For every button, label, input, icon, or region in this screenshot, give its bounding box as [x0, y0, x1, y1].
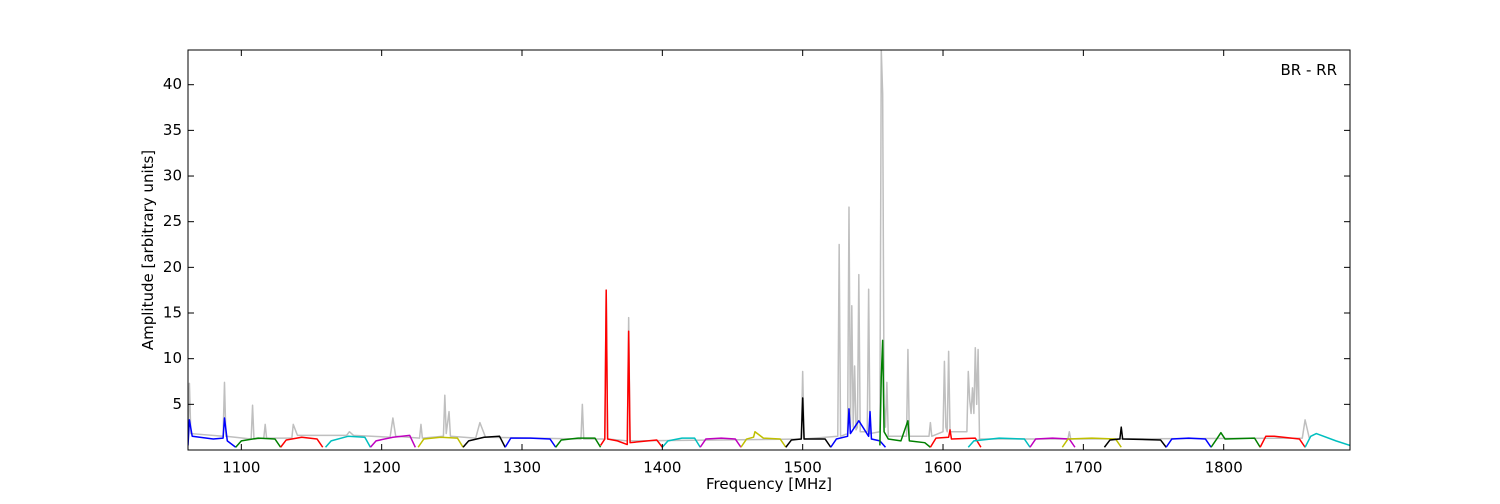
y-tick-label: 10	[163, 349, 182, 367]
y-tick-label: 25	[163, 212, 182, 230]
series-line	[188, 50, 1311, 442]
series-line	[967, 437, 1031, 448]
series-line	[188, 417, 237, 448]
series-line	[369, 434, 417, 448]
series-line	[661, 437, 701, 448]
series-line	[235, 437, 282, 448]
series-line	[599, 289, 663, 448]
series-line	[1259, 435, 1306, 448]
x-tick-label: 1500	[784, 459, 822, 477]
x-tick-label: 1700	[1064, 459, 1102, 477]
y-tick-label: 40	[163, 75, 182, 93]
series-line	[740, 430, 787, 448]
series-line	[929, 429, 982, 448]
annotation: BR - RR	[1280, 61, 1337, 79]
series-line	[324, 435, 372, 448]
x-tick-label: 1800	[1205, 459, 1243, 477]
series-line	[1029, 437, 1076, 448]
series-line	[1061, 437, 1122, 448]
x-tick-label: 1200	[363, 459, 401, 477]
x-tick-label: 1100	[222, 459, 260, 477]
y-tick-label: 15	[163, 304, 182, 322]
series-line	[879, 339, 931, 448]
x-tick-label: 1300	[503, 459, 541, 477]
series-line	[417, 436, 464, 448]
series-line	[699, 437, 742, 448]
series-line	[1304, 432, 1350, 448]
y-axis-label: Amplitude [arbitrary units]	[139, 150, 157, 350]
x-tick-label: 1600	[924, 459, 962, 477]
series-line	[504, 437, 557, 448]
x-tick-label: 1400	[643, 459, 681, 477]
series-line	[462, 435, 506, 448]
series-line	[280, 436, 324, 448]
y-tick-label: 30	[163, 167, 182, 185]
series-line	[1210, 431, 1261, 448]
series-line	[555, 437, 602, 448]
plot-area	[188, 50, 1350, 448]
series-line	[1165, 437, 1212, 448]
x-axis-label: Frequency [MHz]	[706, 475, 832, 493]
series-line	[1103, 426, 1167, 448]
y-tick-label: 5	[172, 395, 182, 413]
axes-frame	[187, 49, 1351, 451]
series-line	[785, 397, 832, 448]
series-line	[830, 408, 887, 448]
y-tick-label: 35	[163, 121, 182, 139]
y-tick-label: 20	[163, 258, 182, 276]
